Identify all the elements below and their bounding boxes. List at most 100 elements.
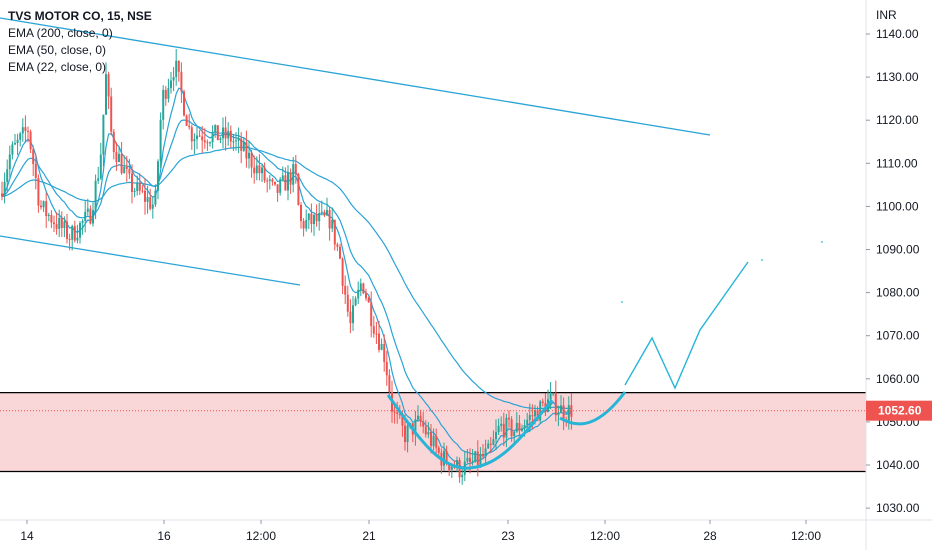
trendline-lower[interactable] (0, 235, 301, 286)
candle[interactable] (118, 147, 120, 163)
candle[interactable] (505, 413, 508, 448)
candle[interactable] (198, 130, 201, 138)
candle[interactable] (229, 125, 232, 149)
candle[interactable] (560, 395, 562, 413)
candle[interactable] (339, 243, 341, 260)
candle[interactable] (131, 164, 133, 204)
candle[interactable] (261, 163, 263, 183)
candle[interactable] (209, 141, 211, 147)
candle[interactable] (73, 220, 76, 243)
candle[interactable] (385, 350, 388, 386)
candle[interactable] (508, 410, 510, 428)
candle[interactable] (284, 167, 287, 191)
candle[interactable] (71, 224, 74, 251)
candle[interactable] (84, 200, 87, 233)
candle[interactable] (497, 418, 500, 435)
candle[interactable] (281, 166, 284, 182)
candle[interactable] (16, 133, 19, 155)
candle[interactable] (167, 78, 170, 103)
candle[interactable] (448, 463, 451, 476)
candle[interactable] (86, 198, 89, 216)
handle-drawing[interactable] (559, 391, 627, 426)
candle[interactable] (323, 209, 326, 218)
candle[interactable] (266, 177, 269, 193)
candle[interactable] (492, 430, 495, 446)
ema-200-line[interactable] (1, 146, 572, 410)
candle[interactable] (458, 457, 461, 483)
candle[interactable] (180, 62, 183, 104)
candle[interactable] (245, 130, 248, 168)
candle[interactable] (81, 219, 84, 235)
candle[interactable] (359, 278, 362, 297)
candle[interactable] (515, 412, 518, 433)
candle[interactable] (58, 209, 61, 238)
candle[interactable] (263, 162, 266, 183)
candle[interactable] (375, 321, 378, 344)
candle[interactable] (495, 419, 497, 451)
last-price-badge[interactable] (866, 400, 932, 421)
candle[interactable] (466, 449, 469, 464)
cup-drawing[interactable] (386, 394, 554, 470)
candle[interactable] (253, 155, 256, 184)
candle[interactable] (268, 174, 271, 190)
candle[interactable] (521, 424, 523, 432)
candle[interactable] (274, 181, 276, 187)
candle[interactable] (141, 185, 144, 194)
candle[interactable] (450, 465, 453, 478)
candle[interactable] (294, 154, 297, 184)
time-axis[interactable] (0, 520, 932, 550)
candle[interactable] (346, 285, 349, 317)
candle[interactable] (302, 218, 305, 237)
candle[interactable] (300, 202, 302, 229)
candle[interactable] (120, 142, 123, 175)
candle[interactable] (336, 242, 339, 251)
candle[interactable] (138, 173, 141, 196)
candle[interactable] (443, 442, 445, 471)
candle[interactable] (357, 281, 360, 305)
candle[interactable] (6, 159, 9, 192)
candle[interactable] (27, 126, 29, 143)
candle[interactable] (94, 174, 97, 220)
candle[interactable] (170, 71, 172, 94)
candle[interactable] (435, 428, 438, 456)
candle[interactable] (541, 398, 544, 407)
price-axis[interactable] (866, 0, 932, 550)
candle[interactable] (287, 165, 289, 201)
candle[interactable] (365, 288, 367, 301)
candle[interactable] (500, 416, 503, 432)
candle[interactable] (128, 159, 131, 180)
candle[interactable] (216, 125, 219, 141)
projection-path[interactable] (624, 261, 749, 390)
candle[interactable] (164, 86, 167, 106)
candle[interactable] (37, 174, 40, 213)
candle[interactable] (482, 444, 484, 459)
candle[interactable] (333, 219, 336, 251)
candle[interactable] (328, 206, 331, 241)
candle[interactable] (393, 405, 396, 424)
candle[interactable] (562, 397, 565, 431)
candle[interactable] (177, 60, 180, 82)
candle[interactable] (146, 185, 149, 214)
candle[interactable] (474, 450, 477, 463)
candle[interactable] (427, 422, 430, 439)
candle[interactable] (89, 205, 92, 225)
candle[interactable] (383, 334, 386, 372)
candle[interactable] (188, 113, 191, 130)
candle[interactable] (557, 405, 560, 427)
candle[interactable] (279, 177, 282, 196)
candle[interactable] (417, 405, 419, 422)
candle[interactable] (123, 155, 126, 174)
candle[interactable] (68, 233, 71, 251)
candle[interactable] (76, 224, 79, 244)
candle[interactable] (461, 466, 464, 485)
candle[interactable] (567, 396, 570, 430)
candle[interactable] (196, 126, 198, 150)
candle[interactable] (318, 202, 321, 231)
candle[interactable] (242, 137, 245, 152)
candle[interactable] (1, 181, 3, 201)
candle[interactable] (151, 197, 154, 219)
candle[interactable] (63, 216, 66, 238)
candle[interactable] (97, 166, 100, 184)
candle[interactable] (456, 456, 458, 472)
candle[interactable] (53, 215, 55, 233)
